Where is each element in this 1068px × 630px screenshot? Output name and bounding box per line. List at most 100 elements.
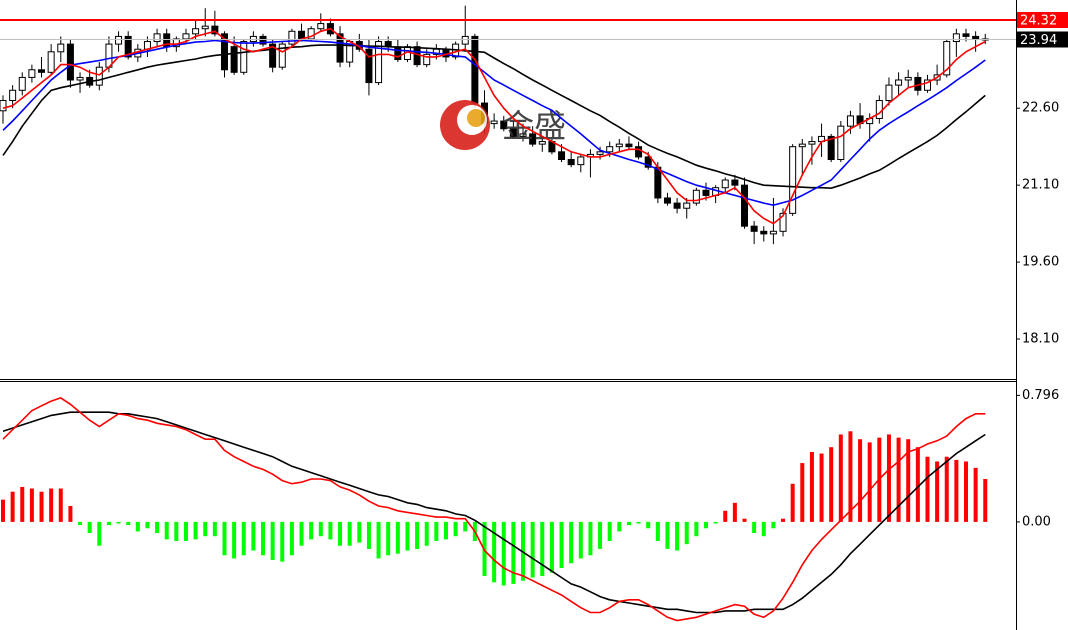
candle-body <box>808 141 816 145</box>
histogram-bar <box>896 437 901 522</box>
histogram-bar <box>540 521 545 576</box>
candle-body <box>307 28 315 40</box>
price-label-box <box>1017 31 1068 48</box>
price-label-box <box>1017 12 1068 29</box>
histogram-bar <box>790 483 795 522</box>
histogram-bar <box>646 521 651 529</box>
candle-body <box>278 43 286 68</box>
histogram-bar <box>626 521 631 526</box>
histogram-bar <box>453 521 458 537</box>
histogram-bar <box>848 431 853 522</box>
candle-body <box>9 89 17 102</box>
histogram-bar <box>155 521 160 534</box>
candle-body <box>625 143 633 148</box>
histogram-bar <box>212 521 217 537</box>
watermark-text: 金盛 <box>502 107 566 145</box>
histogram-bar <box>598 521 603 549</box>
line-series <box>2 27 986 225</box>
histogram-bar <box>145 521 150 529</box>
candle-body <box>201 25 209 30</box>
histogram-bar <box>511 521 516 584</box>
candle-body <box>606 146 614 153</box>
candle-body <box>0 100 7 112</box>
candle-body <box>721 179 729 189</box>
candle-body <box>923 79 931 91</box>
candle-body <box>875 100 883 119</box>
y-tick-label: 0.796 <box>1022 388 1059 403</box>
histogram-bar <box>183 521 188 541</box>
candle-body <box>663 197 671 204</box>
histogram-bar <box>338 521 343 546</box>
candle-body <box>95 66 103 86</box>
histogram-bar <box>559 521 564 568</box>
candle-body <box>269 43 277 68</box>
histogram-bar <box>87 521 92 534</box>
candle-body <box>895 79 903 86</box>
candle-body <box>962 33 970 37</box>
histogram-bar <box>405 521 410 551</box>
candle-body <box>760 230 768 235</box>
histogram-bar <box>376 521 381 559</box>
candle-body <box>124 35 132 58</box>
candle-body <box>230 46 238 73</box>
candle-body <box>76 76 84 81</box>
candle-body <box>509 128 517 137</box>
candle-body <box>490 120 498 125</box>
histogram-bar <box>723 510 728 522</box>
histogram-bar <box>935 461 940 522</box>
histogram-bar <box>684 521 689 545</box>
candle-body <box>57 43 65 53</box>
candle-body <box>779 212 787 232</box>
candle-body <box>798 143 806 148</box>
histogram-bar <box>800 463 805 522</box>
histogram-bar <box>973 467 978 522</box>
candle-body <box>519 133 527 137</box>
candle-body <box>567 159 575 166</box>
candle-body <box>596 151 604 155</box>
candle-body <box>288 30 296 45</box>
candle-body <box>846 115 854 127</box>
candle-body <box>558 151 566 161</box>
histogram-bar <box>636 521 641 524</box>
line-series <box>2 39 986 207</box>
histogram-bar <box>742 518 747 522</box>
histogram-bar <box>116 521 121 524</box>
candle-body <box>211 25 219 35</box>
histogram-bar <box>867 442 872 522</box>
histogram-bar <box>280 521 285 562</box>
histogram-bar <box>261 521 266 556</box>
histogram-bar <box>819 453 824 522</box>
candle-body <box>18 76 26 91</box>
histogram-bar <box>222 521 227 556</box>
candle-body <box>952 33 960 43</box>
candle-body <box>105 43 113 68</box>
candle-body <box>38 69 46 73</box>
candle-body <box>789 146 797 214</box>
y-tick-label: 21.10 <box>1022 178 1059 193</box>
histogram-bar <box>106 521 111 526</box>
candle-body <box>577 156 585 166</box>
line-series <box>2 397 986 622</box>
y-tick-label: 0.00 <box>1022 514 1051 529</box>
histogram-bar <box>347 521 352 546</box>
histogram-bar <box>328 521 333 540</box>
histogram-bar <box>203 521 208 537</box>
candle-body <box>115 35 123 45</box>
histogram-bar <box>299 521 304 546</box>
candle-body <box>375 41 383 84</box>
candle-body <box>461 35 469 45</box>
candle-body <box>28 69 36 78</box>
candle-body <box>317 23 325 30</box>
price-label: 24.32 <box>1020 14 1057 29</box>
histogram-bar <box>906 439 911 522</box>
histogram-bar <box>10 491 15 522</box>
histogram-bar <box>20 486 25 522</box>
histogram-bar <box>386 521 391 556</box>
watermark: 金盛 <box>440 100 566 150</box>
candle-body <box>471 35 479 104</box>
histogram-bar <box>251 521 256 551</box>
histogram-bar <box>858 439 863 522</box>
candle-body <box>47 51 55 73</box>
histogram-bar <box>694 521 699 537</box>
